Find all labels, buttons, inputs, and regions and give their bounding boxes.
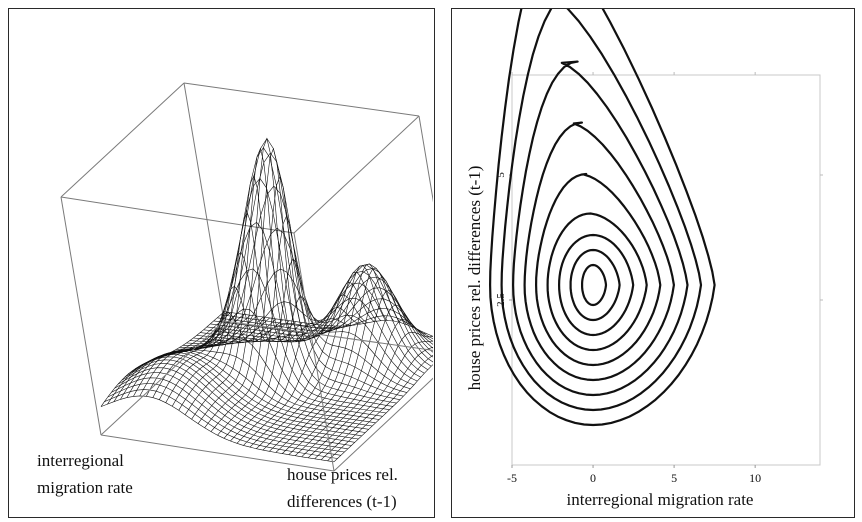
contour-line bbox=[489, 0, 716, 427]
x-tick-label: 0 bbox=[590, 471, 596, 485]
contour-line bbox=[535, 172, 662, 367]
x-tick-label: 10 bbox=[749, 471, 761, 485]
surface-plot-panel: interregional migration rate house price… bbox=[8, 8, 460, 518]
contour-line bbox=[581, 263, 608, 307]
box-edge bbox=[60, 196, 102, 436]
box-edge bbox=[293, 232, 335, 472]
contour-line bbox=[512, 60, 689, 397]
x-axis-title: interregional migration rate bbox=[567, 490, 754, 509]
surface-plot bbox=[60, 82, 460, 472]
box-edge bbox=[100, 320, 225, 436]
contour-line bbox=[500, 0, 703, 412]
mesh-line-v bbox=[117, 367, 352, 446]
mesh-line-v bbox=[121, 363, 355, 443]
box-edge bbox=[60, 82, 185, 198]
box-edge bbox=[183, 82, 225, 322]
plot-frame bbox=[511, 74, 821, 466]
y-axis-title: house prices rel. differences (t-1) bbox=[465, 166, 484, 391]
mesh-line-v bbox=[131, 354, 366, 433]
surface-x-label-line1: interregional bbox=[37, 451, 124, 470]
surface-y-axis-label: house prices rel. differences (t-1) bbox=[287, 461, 398, 515]
mesh-line-v bbox=[107, 383, 341, 456]
mesh-line-u bbox=[210, 175, 336, 432]
mesh-line-v bbox=[176, 185, 411, 390]
mesh-line-u bbox=[236, 307, 362, 444]
box-edge bbox=[60, 196, 295, 234]
mesh-line-v bbox=[162, 177, 397, 404]
surface-x-label-line2: migration rate bbox=[37, 478, 133, 497]
surface-mesh bbox=[100, 137, 460, 463]
surface-y-label-line2: differences (t-1) bbox=[287, 492, 397, 511]
contour-line bbox=[523, 121, 675, 382]
contour-plot: -5 0 5 10 5 2.5 interregional migration rate… bbox=[465, 0, 823, 509]
mesh-line-v bbox=[114, 372, 348, 450]
mesh-line-v bbox=[128, 356, 362, 437]
mesh-line-v bbox=[217, 308, 453, 350]
contour-line bbox=[546, 212, 648, 352]
mesh-line-v bbox=[124, 359, 359, 440]
mesh-line-v bbox=[223, 311, 460, 345]
y-tick-label: 5 bbox=[495, 172, 507, 178]
box-edge bbox=[293, 115, 420, 234]
mesh-line-v bbox=[196, 264, 432, 367]
surface-y-label-line1: house prices rel. bbox=[287, 465, 398, 484]
mesh-line-v bbox=[193, 270, 428, 370]
mesh-line-v bbox=[145, 349, 380, 420]
contour-lines bbox=[489, 0, 716, 427]
contour-plot-panel: -5 0 5 10 5 2.5 interregional migration rate… bbox=[451, 0, 855, 518]
mesh-line-u bbox=[197, 137, 323, 424]
x-tick-label: 5 bbox=[671, 471, 677, 485]
mesh-line-v bbox=[104, 389, 338, 459]
contour-line bbox=[558, 233, 635, 337]
mesh-line-v bbox=[203, 268, 439, 361]
mesh-line-v bbox=[213, 298, 449, 353]
mesh-line-v bbox=[111, 377, 345, 453]
box-edge bbox=[418, 115, 460, 355]
mesh-line-v bbox=[100, 395, 335, 463]
box-edge bbox=[183, 82, 420, 117]
mesh-line-v bbox=[169, 137, 404, 397]
contour-line bbox=[569, 248, 621, 322]
x-tick-label: -5 bbox=[507, 471, 517, 485]
y-tick-label: 2.5 bbox=[495, 293, 507, 307]
box-edge bbox=[100, 434, 335, 472]
surface-x-axis-label: interregional migration rate bbox=[37, 447, 133, 501]
mesh-line-v bbox=[172, 152, 407, 393]
mesh-line-v bbox=[186, 297, 421, 378]
surface-box-back bbox=[60, 82, 420, 322]
x-axis-ticks: -5 0 5 10 bbox=[507, 72, 761, 485]
mesh-line-u bbox=[178, 212, 303, 411]
box-edge bbox=[223, 320, 460, 355]
